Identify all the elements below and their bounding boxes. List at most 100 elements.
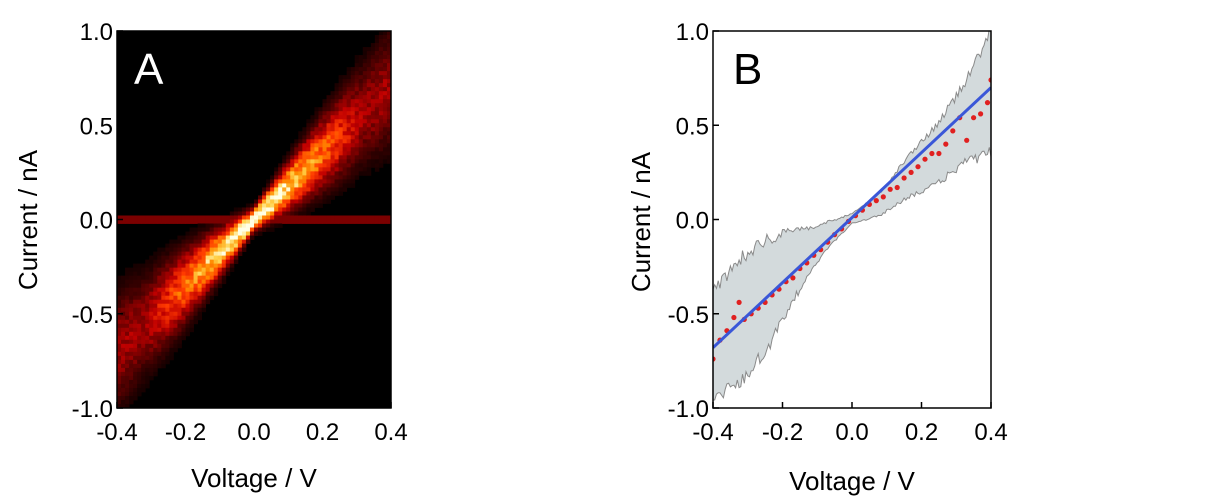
heatmap-cell [205,227,211,232]
heatmap-cell [169,307,174,313]
heatmap-cell [350,163,356,168]
heatmap-cell [314,115,319,120]
heatmap-cell [177,271,182,277]
heatmap-cell [125,391,130,397]
heatmap-cell [185,291,190,297]
heatmap-cell [378,35,384,40]
heatmap-cell [149,331,154,337]
heatmap-cell [209,259,215,265]
heatmap-cell [326,183,331,188]
heatmap-cell [125,215,130,220]
heatmap-cell [121,403,126,408]
heatmap-cell [370,71,376,76]
heatmap-cell [370,127,376,132]
heatmap-cell [205,275,211,281]
heatmap-cell [366,103,372,108]
heatmap-cell [382,75,388,80]
heatmap-cell [346,175,352,180]
heatmap-cell [125,291,130,297]
heatmap-cell [145,275,150,281]
heatmap-cell [185,323,190,329]
heatmap-cell [221,247,227,252]
heatmap-cell [314,151,319,156]
heatmap-cell [133,347,138,353]
heatmap-cell [298,183,303,188]
heatmap-cell [177,255,182,261]
heatmap-cell [382,139,388,144]
heatmap-cell [298,211,303,216]
heatmap-cell [346,79,352,84]
panel-b-x-tick-label: -0.2 [762,419,803,446]
heatmap-cell [205,263,211,269]
heatmap-cell [145,215,150,220]
heatmap-cell [117,403,122,408]
heatmap-cell [225,239,231,244]
panel-b-y-tick-label: 0.0 [676,208,709,235]
heatmap-cell [322,159,327,164]
heatmap-cell [258,207,263,212]
panel-b-y-tick-label: 0.5 [676,113,709,140]
heatmap-cell [378,147,384,152]
heatmap-cell [330,119,335,124]
heatmap-cell [366,91,372,96]
heatmap-cell [354,139,360,144]
heatmap-cell [338,147,344,152]
heatmap-cell [342,103,348,108]
heatmap-cell [121,375,126,381]
heatmap-cell [310,163,315,168]
heatmap-cell [209,283,215,289]
heatmap-cell [209,287,215,293]
heatmap-cell [310,207,315,212]
heatmap-cell [169,279,174,285]
heatmap-cell [149,347,154,353]
heatmap-cell [221,239,227,244]
heatmap-cell [141,343,146,349]
heatmap-cell [173,335,178,341]
heatmap-cell [157,263,162,269]
heatmap-cell [189,311,194,317]
heatmap-cell [362,215,368,220]
heatmap-cell [378,143,384,148]
heatmap-cell [153,307,158,313]
heatmap-cell [370,87,376,92]
heatmap-cell [374,127,380,132]
heatmap-cell [173,339,178,345]
heatmap-cell [294,203,299,208]
heatmap-cell [213,287,219,293]
heatmap-cell [141,219,146,224]
heatmap-cell [330,151,335,156]
heatmap-cell [370,43,376,48]
heatmap-cell [117,291,122,297]
heatmap-cell [185,331,190,337]
heatmap-cell [346,111,352,116]
heatmap-cell [137,291,142,297]
heatmap-cell [262,199,267,204]
heatmap-cell [189,243,194,248]
heatmap-cell [338,187,344,192]
heatmap-cell [346,135,352,140]
heatmap-cell [314,175,319,180]
heatmap-cell [189,235,194,240]
heatmap-cell [334,155,340,160]
heatmap-cell [362,143,368,148]
heatmap-cell [326,131,331,136]
heatmap-cell [310,195,315,200]
panel-b-data-point [894,184,900,191]
heatmap-cell [382,123,388,128]
heatmap-cell [133,371,138,377]
heatmap-cell [318,131,323,136]
heatmap-cell [386,47,391,52]
heatmap-cell [306,127,311,132]
heatmap-cell [370,131,376,136]
heatmap-cell [378,75,384,80]
heatmap-cell [326,167,331,172]
heatmap-cell [386,115,391,120]
heatmap-cell [141,291,146,297]
heatmap-cell [157,275,162,281]
heatmap-cell [153,279,158,285]
heatmap-cell [181,283,186,289]
heatmap-cell [221,259,227,265]
heatmap-cell [177,275,182,281]
heatmap-cell [342,123,348,128]
heatmap-cell [310,199,315,204]
